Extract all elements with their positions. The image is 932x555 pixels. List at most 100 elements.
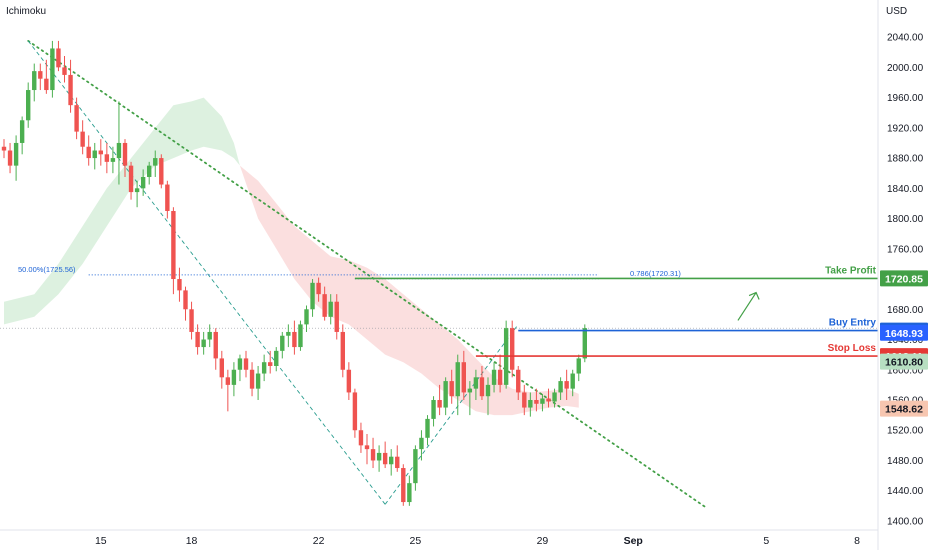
candle-body (485, 384, 491, 397)
y-tick-label: 1880.00 (887, 154, 924, 165)
x-tick-label: 18 (186, 535, 198, 547)
candle-body (50, 48, 55, 91)
candle-body (370, 449, 376, 461)
candle-body (534, 399, 539, 404)
y-tick-label: 1760.00 (887, 244, 924, 255)
candle-body (80, 131, 85, 147)
candle-body (437, 399, 442, 408)
candle-body (19, 120, 25, 143)
y-tick-label: 1600.00 (887, 365, 924, 376)
swing-line (384, 324, 519, 505)
candle-body (32, 71, 37, 91)
candle-body (443, 381, 448, 408)
currency-label: USD (886, 6, 907, 17)
candle-body (189, 309, 194, 332)
candlesticks (1, 40, 587, 506)
candle-body (407, 483, 412, 503)
candle-body (522, 392, 527, 408)
candle-body (413, 449, 418, 484)
candle-body (570, 373, 575, 389)
candle-body (92, 150, 97, 159)
price-levels: Take Profit Buy Entry Stop Loss (354, 265, 878, 357)
candle-body (274, 350, 279, 366)
y-tick-label: 1480.00 (887, 456, 924, 467)
price-tag (880, 324, 928, 341)
candle-body (268, 362, 273, 366)
downtrend-line (27, 39, 707, 509)
candle-body (558, 381, 563, 393)
y-tick-label: 2000.00 (887, 63, 924, 74)
x-tick-label: 8 (854, 535, 860, 547)
candle-body (449, 381, 454, 397)
y-tick-label: 1960.00 (887, 93, 924, 104)
level-name: Stop Loss (828, 343, 877, 354)
candle-body (479, 377, 485, 397)
ichimoku-cloud (4, 97, 579, 416)
candle-body (419, 437, 424, 450)
candle-body (286, 331, 291, 336)
candle-body (304, 309, 309, 325)
candle-body (62, 67, 67, 75)
candle-body (237, 358, 243, 370)
candle-body (528, 399, 533, 408)
candle-body (316, 282, 321, 295)
candle-body (116, 142, 122, 159)
cloud-segment-up (4, 97, 240, 325)
candle-body (334, 301, 339, 332)
candle-body (177, 279, 182, 291)
candle-body (540, 398, 545, 404)
candle-body (340, 331, 345, 370)
candle-body (195, 331, 200, 348)
candle-body (44, 78, 49, 91)
candle-body (401, 468, 406, 503)
candle-body (98, 150, 103, 155)
candle-body (165, 184, 170, 211)
take-profit-arrowhead (748, 291, 760, 300)
candle-body (56, 48, 61, 68)
candle-body (425, 418, 430, 438)
candle-body (159, 158, 164, 185)
candle-body (516, 369, 521, 393)
price-tag (880, 353, 928, 370)
candle-body (546, 398, 551, 402)
price-tag (880, 400, 928, 417)
candle-body (376, 452, 382, 461)
candle-body (461, 362, 466, 393)
candle-body (74, 105, 79, 132)
candle-body (1, 146, 7, 151)
candle-body (310, 282, 315, 310)
level-name: Buy Entry (829, 318, 877, 329)
candle-body (564, 381, 569, 389)
candle-body (207, 331, 212, 340)
candle-body (110, 158, 116, 162)
level-name: Take Profit (825, 265, 877, 276)
take-profit-arrow (737, 292, 757, 321)
candle-body (552, 392, 557, 402)
drawing-lines: 50.00%(1725.56) 0.786(1720.31) (0, 39, 878, 509)
y-tick-label: 1680.00 (887, 305, 924, 316)
candle-body (140, 176, 146, 189)
candle-body (280, 335, 285, 351)
candle-body (104, 154, 110, 162)
candle-body (128, 165, 134, 193)
candle-body (26, 90, 31, 121)
candle-body (122, 142, 128, 166)
y-tick-label: 1840.00 (887, 184, 924, 195)
candle-body (491, 369, 497, 385)
candle-body (219, 358, 224, 378)
price-tag-label: 1610.80 (885, 357, 923, 369)
fib-level-label: 50.00%(1725.56) (18, 265, 76, 274)
candle-body (201, 339, 206, 348)
candle-body (389, 456, 394, 465)
x-tick-label: Sep (624, 535, 643, 547)
price-tag-label: 1548.62 (885, 404, 923, 416)
candle-body (467, 388, 473, 393)
candle-body (455, 362, 460, 397)
candle-body (243, 358, 249, 370)
candle-body (322, 294, 327, 317)
price-tag-label: 1720.85 (885, 273, 923, 285)
candle-body (431, 399, 436, 419)
